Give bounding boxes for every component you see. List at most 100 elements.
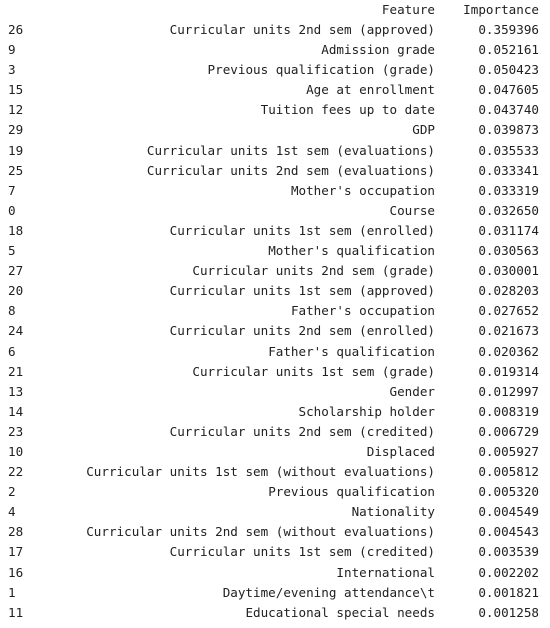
row-index: 24 (8, 323, 24, 339)
feature-cell: Scholarship holder (298, 403, 435, 419)
table-row: 20 Curricular units 1st sem (approved) 0.0… (8, 281, 539, 301)
importance-cell: 0.028203 (478, 283, 539, 299)
table-row: 12 Tuition fees up to date 0.043740 (8, 100, 539, 120)
feature-cell: International (336, 564, 435, 580)
feature-cell: Father's qualification (268, 343, 435, 359)
feature-cell: Tuition fees up to date (260, 102, 435, 118)
importance-cell: 0.004549 (478, 504, 539, 520)
feature-cell: Curricular units 1st sem (evaluations) (146, 142, 435, 158)
table-row: 5 Mother's qualification 0.030563 (8, 241, 539, 261)
table-row: 19 Curricular units 1st sem (evaluations)… (8, 141, 539, 161)
row-index: 12 (8, 102, 24, 118)
importance-cell: 0.043740 (478, 102, 539, 118)
row-index: 9 (8, 42, 16, 58)
row-index: 4 (8, 504, 16, 520)
feature-cell: Curricular units 1st sem (enrolled) (169, 222, 435, 238)
table-row: 11 Educational special needs 0.001258 (8, 603, 539, 623)
row-index: 3 (8, 62, 16, 78)
importance-cell: 0.047605 (478, 82, 539, 98)
row-index: 5 (8, 243, 16, 259)
row-index: 15 (8, 82, 24, 98)
feature-cell: Course (389, 202, 436, 218)
table-row: 9 Admission grade 0.052161 (8, 40, 539, 60)
row-index: 23 (8, 423, 24, 439)
table-row: 1 Daytime/evening attendance\t 0.001821 (8, 583, 539, 603)
table-row: 27 Curricular units 2nd sem (grade) 0.0300… (8, 261, 539, 281)
table-row: 2 Previous qualification 0.005320 (8, 482, 539, 502)
importance-cell: 0.001821 (478, 584, 539, 600)
table-row: 16 International 0.002202 (8, 563, 539, 583)
row-index: 13 (8, 383, 24, 399)
row-index: 11 (8, 604, 24, 620)
feature-cell: Displaced (366, 443, 435, 459)
importance-cell: 0.032650 (478, 202, 539, 218)
feature-cell: Curricular units 1st sem (without evalua… (86, 464, 435, 480)
importance-cell: 0.050423 (478, 62, 539, 78)
table-row: 13 Gender 0.012997 (8, 382, 539, 402)
row-index: 8 (8, 303, 16, 319)
feature-cell: Curricular units 2nd sem (credited) (169, 423, 435, 439)
row-index: 19 (8, 142, 24, 158)
feature-cell: Gender (389, 383, 436, 399)
row-index: 7 (8, 182, 16, 198)
feature-cell: Curricular units 2nd sem (grade) (192, 263, 435, 279)
row-index: 2 (8, 484, 16, 500)
table-row: 17 Curricular units 1st sem (credited) 0.0… (8, 542, 539, 562)
feature-cell: Curricular units 2nd sem (without evalua… (86, 524, 435, 540)
table-row: 0 Course 0.032650 (8, 201, 539, 221)
table-row: 21 Curricular units 1st sem (grade) 0.0193… (8, 362, 539, 382)
row-index: 10 (8, 443, 24, 459)
importance-cell: 0.003539 (478, 544, 539, 560)
table-row: 25 Curricular units 2nd sem (evaluations)… (8, 161, 539, 181)
feature-cell: Admission grade (321, 42, 435, 58)
table-row: 24 Curricular units 2nd sem (enrolled) 0.0… (8, 321, 539, 341)
feature-cell: Age at enrollment (306, 82, 435, 98)
table-row: 22 Curricular units 1st sem (without eval… (8, 462, 539, 482)
row-index: 14 (8, 403, 24, 419)
feature-cell: Curricular units 1st sem (grade) (192, 363, 435, 379)
importance-cell: 0.035533 (478, 142, 539, 158)
importance-cell: 0.359396 (478, 22, 539, 37)
index-header (8, 0, 41, 20)
row-index: 18 (8, 222, 24, 238)
importance-cell: 0.012997 (478, 383, 539, 399)
importance-cell: 0.019314 (478, 363, 539, 379)
row-index: 25 (8, 162, 24, 178)
feature-cell: Mother's occupation (290, 182, 435, 198)
importance-cell: 0.033341 (478, 162, 539, 178)
importance-cell: 0.027652 (478, 303, 539, 319)
feature-cell: Daytime/evening attendance\t (222, 584, 435, 600)
feature-cell: Educational special needs (245, 604, 435, 620)
table-row: 4 Nationality 0.004549 (8, 502, 539, 522)
importance-cell: 0.005812 (478, 464, 539, 480)
importance-cell: 0.006729 (478, 423, 539, 439)
table-row: 14 Scholarship holder 0.008319 (8, 402, 539, 422)
feature-cell: Previous qualification (grade) (207, 62, 435, 78)
feature-cell: Curricular units 2nd sem (evaluations) (146, 162, 435, 178)
feature-cell: Curricular units 2nd sem (approved) (169, 22, 435, 37)
row-index: 0 (8, 202, 16, 218)
dataframe-table: Feature Importance 26 Curricular units 2n… (8, 0, 539, 623)
importance-cell: 0.002202 (478, 564, 539, 580)
importance-cell: 0.031174 (478, 222, 539, 238)
importance-cell: 0.008319 (478, 403, 539, 419)
importance-cell: 0.030563 (478, 243, 539, 259)
table-row: 10 Displaced 0.005927 (8, 442, 539, 462)
row-index: 26 (8, 22, 24, 37)
importance-cell: 0.005927 (478, 443, 539, 459)
table-row: 29 GDP 0.039873 (8, 120, 539, 140)
importance-cell: 0.021673 (478, 323, 539, 339)
feature-cell: Mother's qualification (268, 243, 435, 259)
importance-cell: 0.004543 (478, 524, 539, 540)
table-header-row: Feature Importance (8, 0, 539, 20)
table-row: 8 Father's occupation 0.027652 (8, 301, 539, 321)
table-row: 28 Curricular units 2nd sem (without eval… (8, 522, 539, 542)
table-row: 3 Previous qualification (grade) 0.050423 (8, 60, 539, 80)
row-index: 16 (8, 564, 24, 580)
importance-column-header: Importance (463, 2, 539, 17)
feature-column-header: Feature (381, 2, 435, 17)
importance-cell: 0.001258 (478, 604, 539, 620)
table-row: 18 Curricular units 1st sem (enrolled) 0.0… (8, 221, 539, 241)
row-index: 27 (8, 263, 24, 279)
